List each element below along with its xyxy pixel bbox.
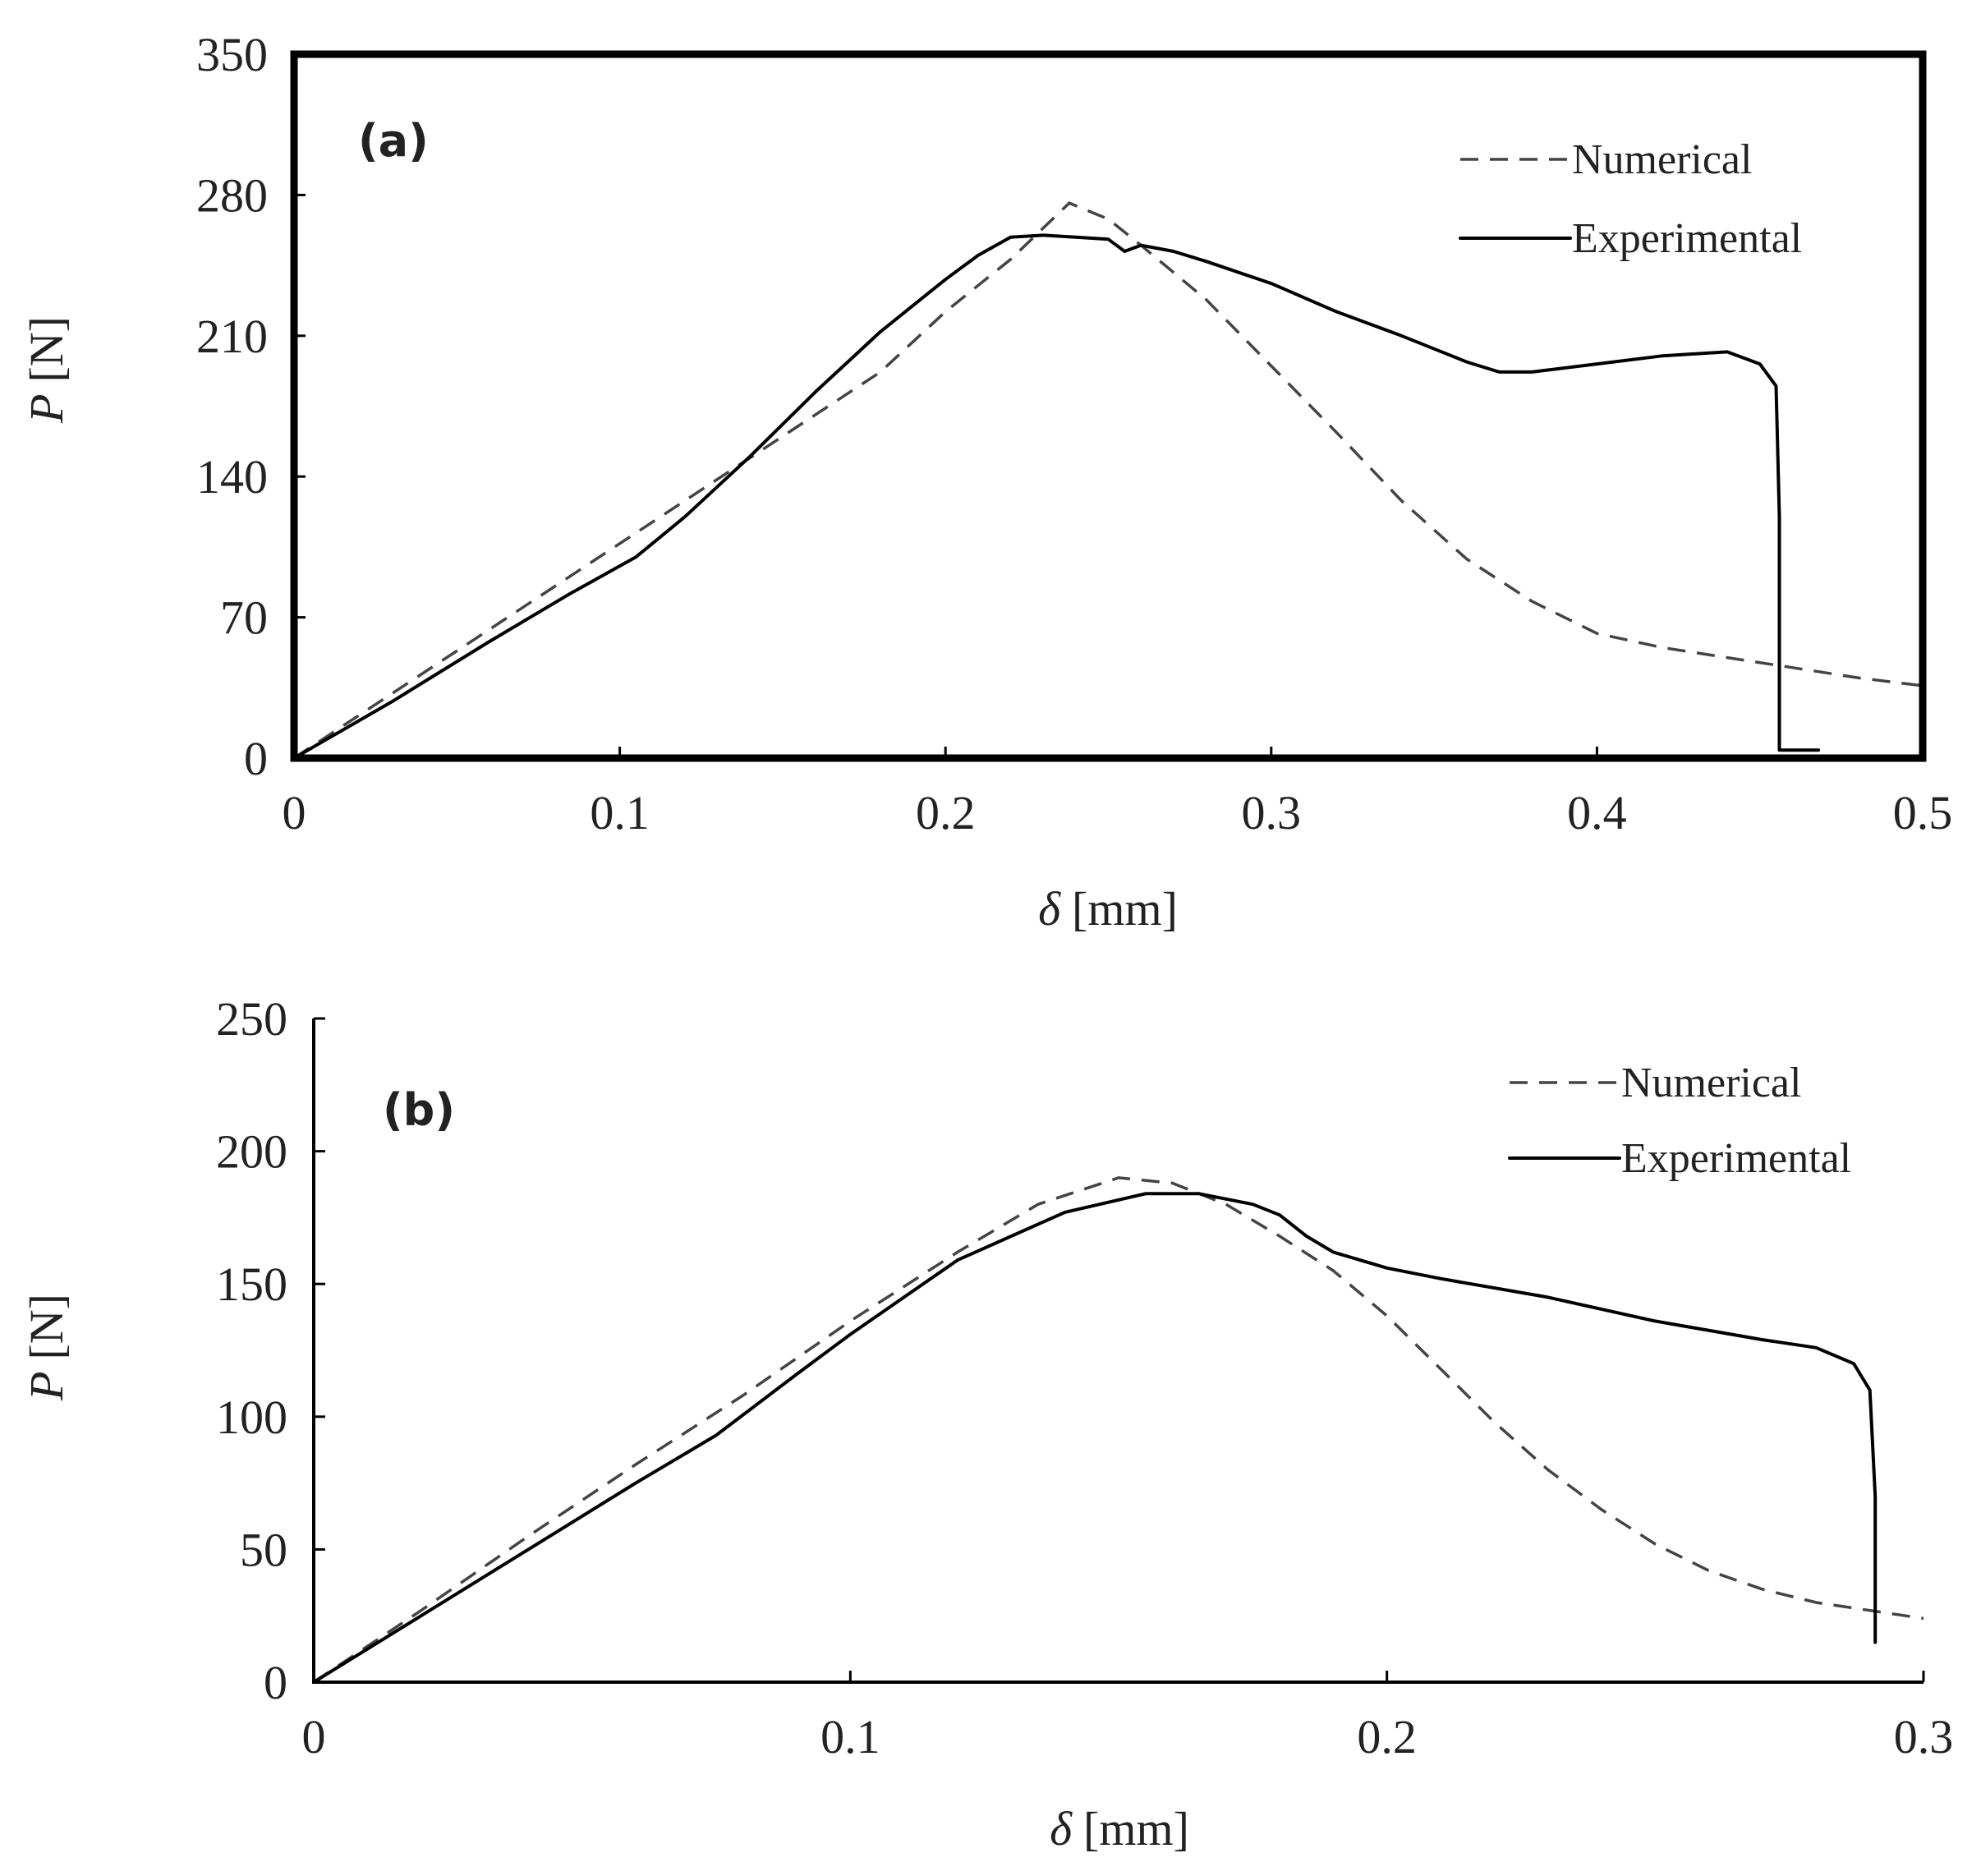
chart-a-legend-experimental-label: Experimental: [1572, 215, 1802, 262]
chart-b-x-axis-symbol: δ: [1050, 1802, 1073, 1855]
chart-b-series-numerical-line: [314, 1178, 1924, 1682]
chart-b-y-tick-label: 200: [216, 1125, 287, 1179]
chart-a-x-tick-label: 0.1: [590, 786, 650, 839]
figure: 0 0.1 0.2 0.3 0.4 0.5 0 70 140 210 280 350 (a) Nume…: [0, 0, 1981, 1876]
chart-a-x-axis-title: δ [mm]: [1038, 882, 1178, 936]
chart-a-x-axis-unit: [mm]: [1072, 882, 1178, 936]
chart-b-axis-lines: [314, 1018, 1924, 1682]
chart-a-y-tick-label: 0: [244, 732, 268, 785]
chart-b-y-tick-label: 250: [216, 992, 287, 1046]
chart-a-x-tick-label: 0.4: [1567, 786, 1627, 839]
chart-b-y-axis-unit: [N]: [20, 1294, 73, 1360]
chart-b-x-tick-label: 0.2: [1357, 1710, 1417, 1763]
chart-a-x-tick-label: 0: [283, 786, 306, 839]
chart-a-y-axis-unit: [N]: [20, 316, 73, 383]
chart-a-y-axis-symbol: P: [20, 394, 73, 424]
chart-b-series-experimental-line: [314, 1193, 1875, 1682]
chart-b-legend-experimental-label: Experimental: [1621, 1135, 1851, 1182]
chart-b-x-axis-unit: [mm]: [1083, 1802, 1189, 1855]
chart-a-x-tick-label: 0.5: [1893, 786, 1953, 839]
chart-b-legend: Numerical Experimental: [1510, 1060, 1851, 1182]
chart-b-axes: 0 0.1 0.2 0.3 0 50 100 150 200 250: [216, 992, 1953, 1763]
chart-b-y-tick-label: 100: [216, 1391, 287, 1444]
chart-a-x-tick-label: 0.2: [916, 786, 976, 839]
chart-a-y-tick-label: 210: [196, 310, 268, 363]
chart-a-x-tick-label: 0.3: [1242, 786, 1302, 839]
chart-a-y-tick-label: 350: [196, 28, 268, 81]
chart-a-legend: Numerical Experimental: [1460, 136, 1802, 262]
chart-b-y-tick-label: 50: [240, 1523, 287, 1576]
chart-a-panel-label: (a): [358, 115, 429, 167]
chart-a-series-numerical-line: [294, 203, 1923, 758]
chart-a-y-axis-title: P [N]: [20, 316, 73, 424]
chart-b-x-tick-label: 0: [302, 1710, 326, 1763]
chart-b-x-tick-label: 0.3: [1894, 1710, 1954, 1763]
chart-b-y-tick-label: 0: [264, 1656, 287, 1709]
chart-b-series-group: [314, 1178, 1924, 1682]
chart-a-y-tick-label: 70: [220, 591, 268, 645]
chart-b-y-axis-symbol: P: [20, 1372, 73, 1401]
chart-a-x-axis-symbol: δ: [1038, 882, 1061, 936]
chart-a-series-experimental-line: [294, 235, 1818, 758]
chart-a-y-tick-label: 140: [196, 450, 268, 503]
chart-a-y-tick-label: 280: [196, 168, 268, 222]
chart-b-x-tick-label: 0.1: [820, 1710, 880, 1763]
chart-b-panel-label: (b): [383, 1084, 455, 1136]
chart-b-y-tick-label: 150: [216, 1258, 287, 1311]
chart-a-legend-numerical-label: Numerical: [1572, 136, 1752, 183]
chart-b: 0 0.1 0.2 0.3 0 50 100 150 200 250 (b) Numerical …: [20, 992, 1953, 1855]
chart-b-x-axis-title: δ [mm]: [1050, 1802, 1189, 1855]
chart-a: 0 0.1 0.2 0.3 0.4 0.5 0 70 140 210 280 350 (a) Nume…: [20, 28, 1952, 936]
chart-b-legend-numerical-label: Numerical: [1621, 1060, 1801, 1106]
chart-a-series-group: [294, 203, 1923, 758]
chart-b-y-axis-title: P [N]: [20, 1294, 73, 1401]
